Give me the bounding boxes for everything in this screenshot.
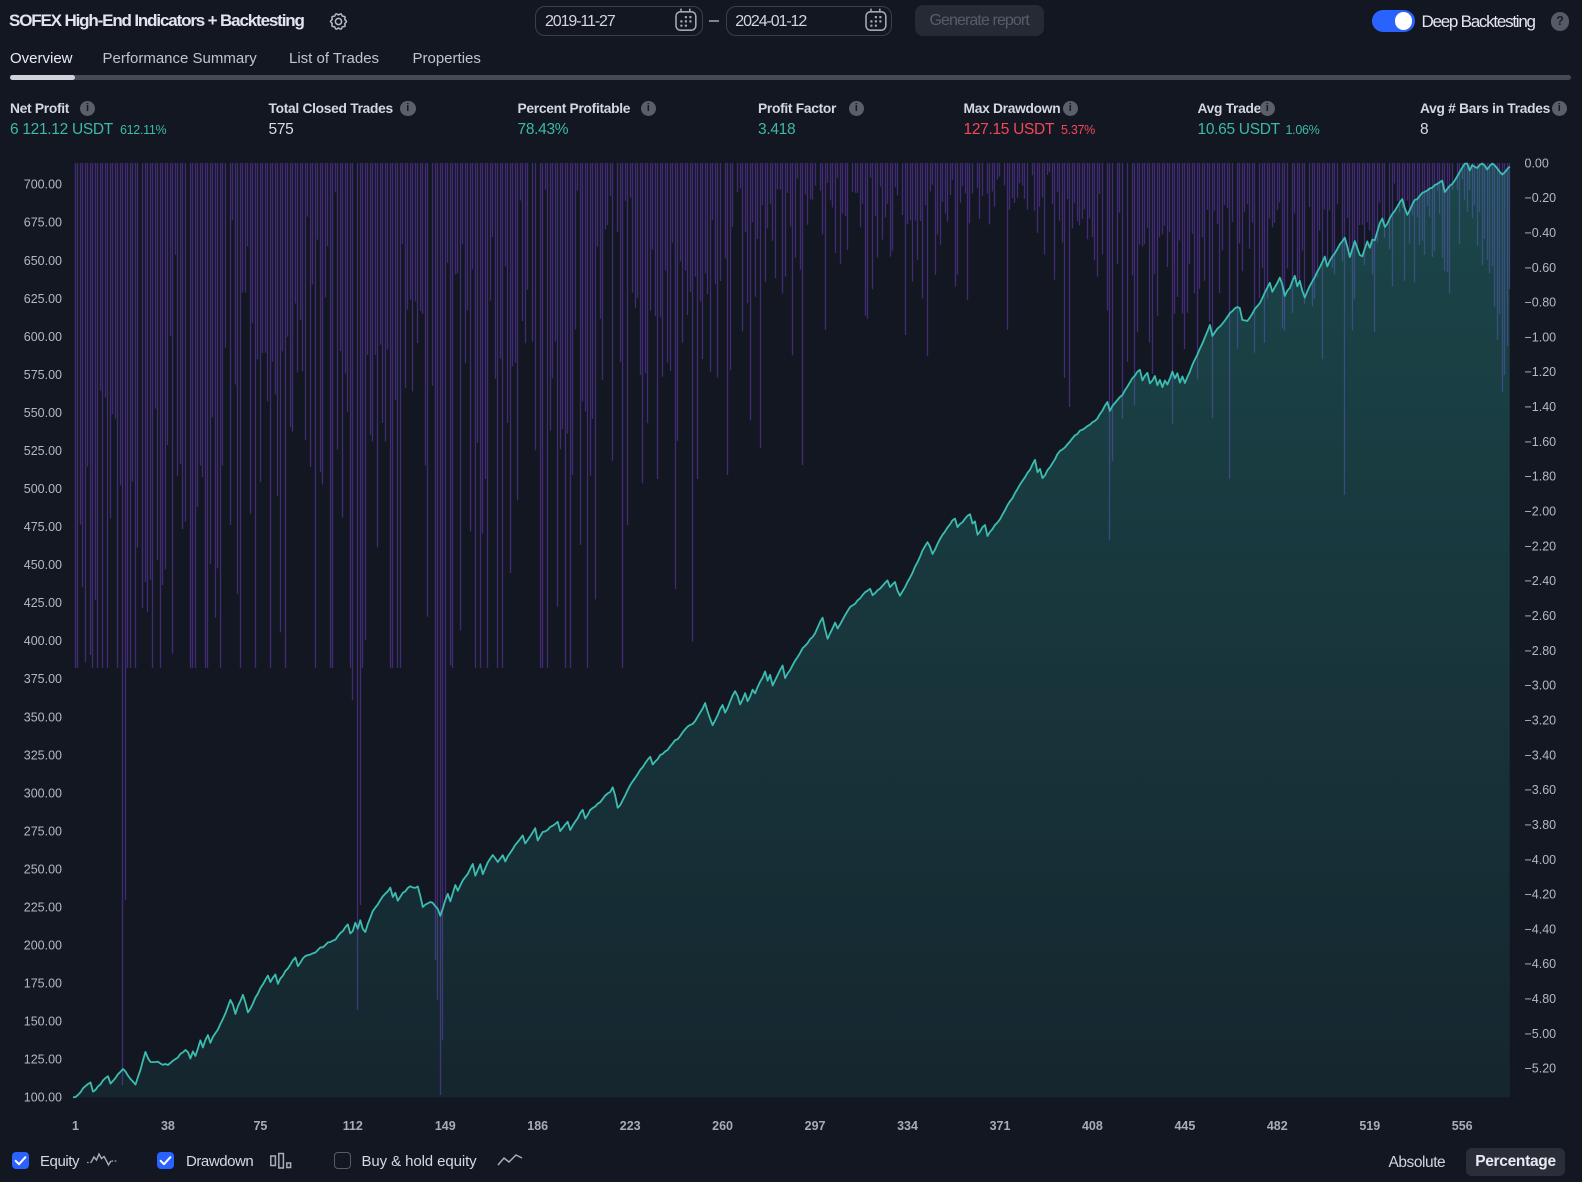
- svg-text:175.00: 175.00: [24, 977, 62, 991]
- svg-text:−0.40: −0.40: [1525, 226, 1557, 240]
- svg-text:−2.00: −2.00: [1525, 505, 1557, 519]
- svg-text:−0.80: −0.80: [1525, 296, 1557, 310]
- svg-text:550.00: 550.00: [24, 406, 62, 420]
- svg-text:−5.20: −5.20: [1525, 1062, 1557, 1076]
- svg-text:186: 186: [527, 1119, 548, 1133]
- svg-text:100.00: 100.00: [24, 1091, 62, 1105]
- svg-text:375.00: 375.00: [24, 672, 62, 686]
- svg-text:519: 519: [1359, 1119, 1380, 1133]
- svg-text:525.00: 525.00: [24, 444, 62, 458]
- svg-text:500.00: 500.00: [24, 482, 62, 496]
- svg-text:223: 223: [620, 1119, 641, 1133]
- svg-text:408: 408: [1082, 1119, 1103, 1133]
- svg-text:125.00: 125.00: [24, 1053, 62, 1067]
- svg-text:371: 371: [990, 1119, 1011, 1133]
- svg-text:325.00: 325.00: [24, 748, 62, 762]
- svg-text:112: 112: [343, 1119, 363, 1133]
- svg-text:260: 260: [712, 1119, 733, 1133]
- svg-text:−1.00: −1.00: [1525, 330, 1557, 344]
- svg-text:575.00: 575.00: [24, 368, 62, 382]
- svg-text:−4.60: −4.60: [1525, 957, 1557, 971]
- svg-text:0.00: 0.00: [1525, 156, 1549, 170]
- svg-text:482: 482: [1267, 1119, 1288, 1133]
- svg-text:225.00: 225.00: [24, 901, 62, 915]
- svg-text:275.00: 275.00: [24, 824, 62, 838]
- svg-text:556: 556: [1452, 1119, 1473, 1133]
- svg-text:445: 445: [1174, 1119, 1195, 1133]
- svg-text:75: 75: [253, 1119, 267, 1133]
- svg-text:−2.60: −2.60: [1525, 609, 1557, 623]
- svg-text:−3.60: −3.60: [1525, 783, 1557, 797]
- svg-text:450.00: 450.00: [24, 558, 62, 572]
- svg-text:650.00: 650.00: [24, 254, 62, 268]
- svg-text:−1.80: −1.80: [1525, 470, 1557, 484]
- svg-text:−1.20: −1.20: [1525, 365, 1557, 379]
- svg-text:400.00: 400.00: [24, 634, 62, 648]
- svg-text:675.00: 675.00: [24, 216, 62, 230]
- svg-text:300.00: 300.00: [24, 786, 62, 800]
- svg-text:−4.00: −4.00: [1525, 853, 1557, 867]
- svg-text:625.00: 625.00: [24, 292, 62, 306]
- svg-text:200.00: 200.00: [24, 939, 62, 953]
- svg-text:425.00: 425.00: [24, 596, 62, 610]
- svg-text:1: 1: [72, 1119, 79, 1133]
- svg-text:250.00: 250.00: [24, 862, 62, 876]
- svg-text:−2.40: −2.40: [1525, 574, 1557, 588]
- svg-text:−3.00: −3.00: [1525, 679, 1557, 693]
- svg-text:−1.60: −1.60: [1525, 435, 1557, 449]
- svg-text:−3.20: −3.20: [1525, 714, 1557, 728]
- svg-text:−3.40: −3.40: [1525, 748, 1557, 762]
- svg-text:600.00: 600.00: [24, 330, 62, 344]
- svg-text:334: 334: [897, 1119, 918, 1133]
- svg-text:−0.20: −0.20: [1525, 191, 1557, 205]
- svg-text:475.00: 475.00: [24, 520, 62, 534]
- svg-text:−5.00: −5.00: [1525, 1027, 1557, 1041]
- svg-text:−4.20: −4.20: [1525, 888, 1557, 902]
- svg-text:−2.80: −2.80: [1525, 644, 1557, 658]
- svg-text:700.00: 700.00: [24, 178, 62, 192]
- svg-text:−0.60: −0.60: [1525, 261, 1557, 275]
- svg-text:−2.20: −2.20: [1525, 539, 1557, 553]
- svg-text:350.00: 350.00: [24, 710, 62, 724]
- svg-text:149: 149: [435, 1119, 456, 1133]
- svg-text:−3.80: −3.80: [1525, 818, 1557, 832]
- svg-text:38: 38: [161, 1119, 175, 1133]
- svg-text:−4.40: −4.40: [1525, 922, 1557, 936]
- svg-text:297: 297: [805, 1119, 826, 1133]
- svg-text:150.00: 150.00: [24, 1015, 62, 1029]
- svg-text:−1.40: −1.40: [1525, 400, 1557, 414]
- svg-text:−4.80: −4.80: [1525, 992, 1557, 1006]
